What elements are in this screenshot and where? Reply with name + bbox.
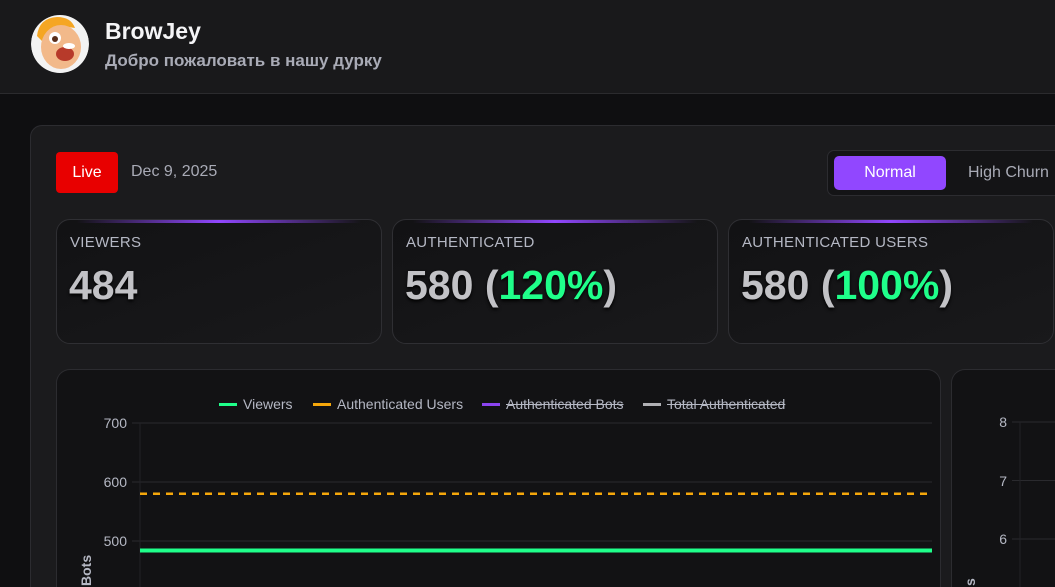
stat-value: 580 (100%)	[741, 262, 953, 308]
app-header: BrowJey Добро пожаловать в нашу дурку	[0, 0, 1055, 94]
stat-label: AUTHENTICATED	[406, 234, 535, 251]
app-subtitle: Добро пожаловать в нашу дурку	[105, 51, 382, 70]
mode-high-churn-button[interactable]: High Churn	[968, 164, 1049, 181]
mode-toggle: Normal High Churn	[827, 150, 1055, 196]
y-tick-label: 600	[103, 474, 127, 490]
y-tick-label: 500	[103, 533, 127, 549]
live-badge: Live	[56, 152, 118, 193]
y-tick-label: 6	[999, 531, 1007, 547]
date-label: Dec 9, 2025	[131, 163, 218, 180]
legend-item-authenticated-bots[interactable]: Authenticated Bots	[482, 396, 624, 412]
stat-label: AUTHENTICATED USERS	[742, 234, 929, 251]
stat-value: 484	[69, 262, 138, 308]
legend-item-viewers[interactable]: Viewers	[219, 396, 293, 412]
legend-swatch	[313, 402, 331, 406]
legend-swatch	[482, 402, 500, 406]
legend-swatch	[643, 402, 661, 406]
y-tick-label: 7	[999, 472, 1007, 489]
legend-swatch	[219, 402, 237, 406]
mode-normal-button[interactable]: Normal	[834, 156, 946, 190]
avatar	[31, 14, 89, 74]
stat-card-viewers: VIEWERS 484	[56, 219, 382, 344]
stat-card-authenticated: AUTHENTICATED 580 (120%)	[392, 219, 718, 344]
stat-value: 580 (120%)	[405, 262, 617, 308]
second-chart-panel	[951, 369, 1055, 587]
y-tick-label: 8	[999, 414, 1007, 430]
app-title: BrowJey	[105, 18, 201, 44]
legend-item-authenticated-users[interactable]: Authenticated Users	[313, 396, 463, 412]
stat-percent: 100%	[834, 262, 940, 308]
stat-card-authenticated-users: AUTHENTICATED USERS 580 (100%)	[728, 219, 1054, 344]
stat-label: VIEWERS	[70, 234, 142, 251]
stat-percent: 120%	[498, 262, 604, 308]
legend-item-total-authenticated[interactable]: Total Authenticated	[643, 396, 785, 412]
y-tick-label: 700	[103, 415, 127, 431]
